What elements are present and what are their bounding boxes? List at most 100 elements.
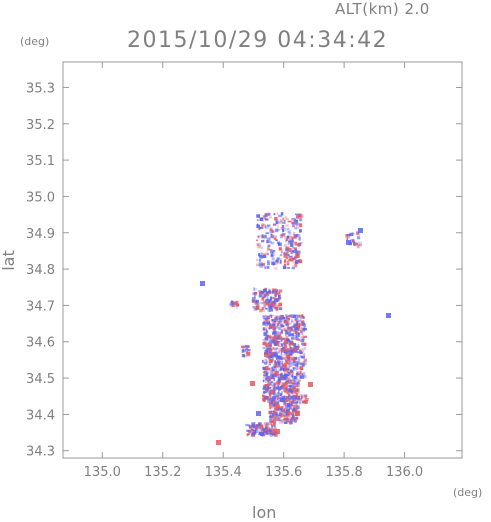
echo-pixel: [265, 232, 269, 234]
echo-pixel: [296, 383, 300, 388]
echo-pixel: [264, 337, 269, 341]
plot-frame: [62, 61, 463, 459]
echo-pixel: [255, 425, 257, 430]
echo-spot: [346, 240, 351, 245]
echo-pixel: [270, 359, 274, 363]
echo-pixel: [271, 234, 275, 239]
echo-pixel: [278, 214, 282, 218]
echo-pixel: [292, 386, 296, 390]
echo-pixel: [262, 254, 267, 259]
echo-pixel: [265, 372, 269, 376]
echo-pixel: [284, 323, 287, 326]
echo-pixel: [276, 373, 279, 376]
echo-pixel: [286, 416, 289, 420]
echo-pixel: [264, 252, 268, 256]
echo-pixel: [271, 356, 274, 359]
echo-pixel: [280, 366, 284, 371]
echo-pixel: [287, 220, 292, 223]
echo-pixel: [264, 350, 268, 354]
echo-pixel: [288, 381, 293, 384]
echo-pixel: [295, 243, 299, 246]
y-tick-label: 34.6: [26, 336, 55, 351]
echo-pixel: [271, 347, 275, 350]
echo-pixel: [273, 363, 277, 367]
echo-pixel: [273, 318, 278, 322]
echo-pixel: [269, 291, 272, 294]
echo-pixel: [286, 339, 290, 342]
echo-pixel: [284, 341, 289, 345]
echo-pixel: [347, 235, 350, 239]
echo-pixel: [275, 400, 278, 403]
echo-pixel: [244, 345, 249, 348]
echo-pixel: [273, 301, 277, 305]
echo-pixel: [233, 301, 237, 305]
echo-pixel: [272, 417, 275, 420]
echo-pixel: [280, 250, 283, 253]
echo-pixel: [265, 388, 269, 393]
echo-pixel: [269, 416, 273, 420]
echo-pixel: [286, 260, 290, 265]
y-tick-label: 34.3: [26, 445, 55, 460]
echo-pixel: [286, 369, 289, 373]
echo-pixel: [274, 339, 278, 342]
echo-pixel: [299, 370, 302, 374]
echo-pixel: [290, 337, 294, 340]
echo-pixel: [254, 303, 258, 305]
echo-pixel: [262, 359, 264, 364]
echo-pixel: [254, 291, 256, 294]
echo-pixel: [295, 215, 300, 219]
echo-pixel: [288, 248, 292, 252]
echo-pixel: [269, 418, 272, 420]
echo-spot: [386, 313, 391, 318]
echo-pixel: [267, 261, 270, 266]
echo-pixel: [265, 354, 269, 359]
echo-pixel: [286, 327, 291, 331]
echo-pixel: [272, 366, 276, 369]
echo-pixel: [292, 247, 297, 250]
echo-pixel: [263, 386, 266, 389]
echo-pixel: [265, 348, 268, 352]
echo-pixel: [293, 329, 296, 332]
echo-pixel: [276, 386, 279, 390]
echo-pixel: [299, 229, 302, 233]
echo-pixel: [262, 234, 266, 239]
echo-pixel: [291, 382, 296, 387]
echo-pixel: [252, 426, 257, 431]
echo-pixel: [350, 238, 354, 243]
echo-pixel: [260, 433, 264, 436]
echo-pixel: [255, 428, 258, 433]
echo-pixel: [294, 364, 298, 367]
echo-pixel: [290, 368, 292, 373]
y-tick-label: 34.5: [26, 372, 55, 387]
y-tick-label: 35.1: [26, 154, 55, 169]
echo-pixel: [262, 315, 266, 319]
echo-spot: [295, 411, 300, 416]
echo-pixel: [301, 352, 305, 355]
echo-pixel: [269, 227, 273, 231]
echo-pixel: [273, 397, 276, 401]
echo-pixel: [291, 357, 295, 361]
echo-pixel: [356, 244, 360, 249]
echo-pixel: [267, 224, 271, 227]
echo-pixel: [258, 423, 260, 427]
echo-pixel: [286, 408, 290, 412]
echo-pixel: [276, 258, 279, 262]
echo-pixel: [268, 335, 273, 339]
echo-pixel: [284, 351, 288, 356]
echo-pixel: [269, 396, 273, 400]
echo-pixel: [287, 235, 292, 240]
echo-pixel: [287, 368, 290, 371]
echo-pixel: [277, 331, 279, 334]
echo-pixel: [267, 246, 270, 251]
echo-pixel: [298, 373, 301, 376]
echo-pixel: [287, 254, 290, 257]
echo-pixel: [270, 296, 273, 300]
echo-pixel: [353, 240, 356, 243]
echo-pixel: [287, 317, 290, 320]
echo-pixel: [277, 260, 281, 265]
echo-pixel: [278, 221, 282, 224]
echo-pixel: [270, 301, 275, 306]
echo-pixel: [247, 349, 251, 351]
echo-pixel: [349, 232, 353, 236]
echo-pixel: [283, 317, 287, 322]
